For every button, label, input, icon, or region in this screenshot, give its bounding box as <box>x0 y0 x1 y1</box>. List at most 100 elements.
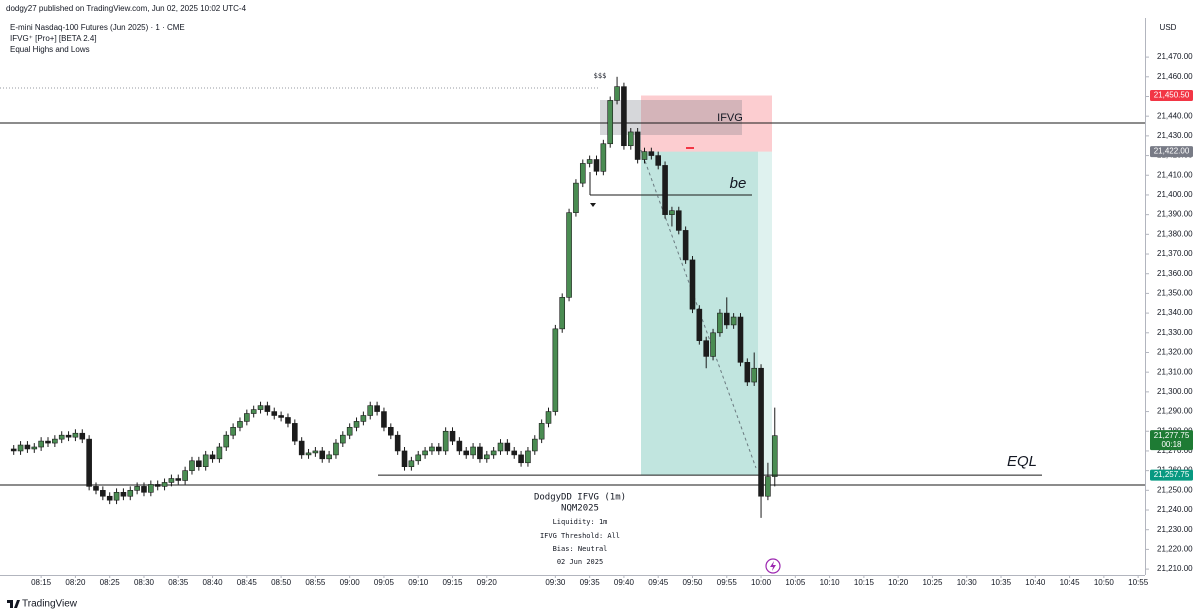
candle-body <box>641 151 648 160</box>
candle-body <box>662 165 668 215</box>
x-tick-label: 08:40 <box>203 578 224 587</box>
candle-body <box>202 454 209 467</box>
candle-body <box>333 442 339 456</box>
candle-body <box>559 297 566 330</box>
candle-body <box>244 413 250 422</box>
annotation: IFVG <box>717 112 743 124</box>
candle-body <box>346 427 353 436</box>
price-label: 21,422.00 <box>1154 147 1190 156</box>
y-tick-label: 21,220.00 <box>1157 545 1193 554</box>
y-tick-label: 21,330.00 <box>1157 328 1193 337</box>
x-tick-label: 09:20 <box>477 578 498 587</box>
y-tick-label: 21,210.00 <box>1157 564 1193 573</box>
price-label: 21,450.50 <box>1154 91 1190 100</box>
candle-body <box>477 446 483 460</box>
candle-body <box>196 460 202 467</box>
candle-body <box>257 405 264 410</box>
header-bar <box>0 0 1200 18</box>
candle-body <box>148 484 154 493</box>
candle-body <box>381 411 387 428</box>
price-label-box <box>1150 469 1193 481</box>
x-tick-label: 09:55 <box>717 578 738 587</box>
candle-body <box>17 444 24 452</box>
y-tick-label: 21,430.00 <box>1157 131 1193 140</box>
candle-body <box>353 421 360 428</box>
candle-body <box>490 450 497 456</box>
x-tick-label: 08:25 <box>100 578 121 587</box>
candle-body <box>518 454 524 464</box>
y-tick-label: 21,440.00 <box>1157 111 1193 120</box>
candle-body <box>106 495 113 501</box>
info-text: DodgyDD IFVG (1m) <box>534 493 626 503</box>
candle-body <box>682 230 689 261</box>
candle-body <box>312 450 319 454</box>
y-tick-label: 21,360.00 <box>1157 269 1193 278</box>
candle-body <box>415 454 422 462</box>
x-tick-label: 09:35 <box>580 578 601 587</box>
y-tick-label: 21,300.00 <box>1157 387 1193 396</box>
candle-body <box>717 312 723 334</box>
x-tick-label: 10:20 <box>888 578 909 587</box>
candle-body <box>340 434 346 444</box>
candle-body <box>10 448 17 452</box>
x-tick-label: 10:40 <box>1025 578 1046 587</box>
candle-body <box>278 415 284 418</box>
candle-body <box>223 434 230 448</box>
candle-body <box>79 432 86 440</box>
countdown: 00:18 <box>1161 440 1182 449</box>
info-text: NQM2025 <box>561 504 599 514</box>
candle-body <box>292 423 298 442</box>
x-tick-label: 10:05 <box>785 578 806 587</box>
x-tick-label: 08:20 <box>65 578 86 587</box>
candle-body <box>72 432 79 438</box>
x-tick-label: 10:25 <box>922 578 943 587</box>
y-tick-label: 21,350.00 <box>1157 289 1193 298</box>
candle-body <box>326 454 332 460</box>
y-tick-label: 21,290.00 <box>1157 407 1193 416</box>
candle-body <box>573 182 579 213</box>
candle-body <box>113 491 120 501</box>
candle-body <box>627 131 634 147</box>
candle-body <box>696 308 703 341</box>
x-tick-label: 09:15 <box>442 578 463 587</box>
x-tick-label: 10:55 <box>1128 578 1149 587</box>
x-tick-label: 10:15 <box>854 578 875 587</box>
candle-body <box>511 450 518 456</box>
candle-body <box>93 486 99 491</box>
footer: TradingView <box>22 599 78 610</box>
y-tick-label: 21,370.00 <box>1157 249 1193 258</box>
candle-body <box>429 446 435 452</box>
candle-body <box>367 405 374 416</box>
candle-body <box>45 440 51 444</box>
candle-body <box>689 259 696 310</box>
price-label: 21,257.75 <box>1154 470 1190 479</box>
candle-body <box>285 417 291 424</box>
candle-body <box>751 367 757 383</box>
candle-body <box>566 212 572 298</box>
indicator: IFVG⁺ [Pro+] [BETA 2.4] <box>10 34 97 43</box>
candle-body <box>52 438 58 444</box>
x-tick-label: 08:50 <box>271 578 292 587</box>
candle-body <box>621 86 627 147</box>
candle-body <box>209 454 216 460</box>
candle-body <box>401 450 408 467</box>
candle-body <box>538 423 545 440</box>
candle-body <box>771 435 778 477</box>
price-label-box <box>1150 90 1193 102</box>
x-tick-label: 08:35 <box>168 578 189 587</box>
info-text: IFVG Threshold: All <box>540 532 620 540</box>
candle-body <box>655 155 662 166</box>
candle-body <box>24 444 31 450</box>
candle-body <box>758 367 764 497</box>
info-text: Bias: Neutral <box>553 545 608 553</box>
x-tick-label: 08:15 <box>31 578 52 587</box>
x-tick-label: 10:30 <box>957 578 978 587</box>
candle-body <box>422 450 428 456</box>
candle-body <box>38 440 44 448</box>
candle-body <box>388 427 394 436</box>
candle-body <box>134 486 140 491</box>
candle-body <box>442 430 449 452</box>
candle-body <box>216 446 223 460</box>
